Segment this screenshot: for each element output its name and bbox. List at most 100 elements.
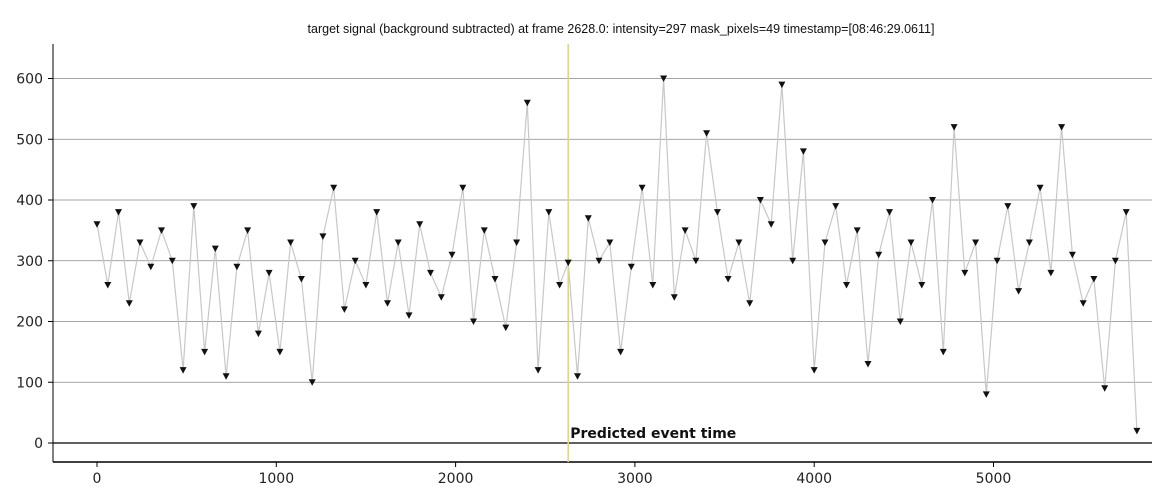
- data-point: [821, 239, 829, 246]
- series-connector: [96, 78, 1138, 431]
- data-point: [394, 239, 402, 246]
- data-point: [190, 203, 198, 210]
- data-point: [961, 269, 969, 277]
- data-point: [254, 330, 262, 338]
- y-tick-label: 0: [34, 436, 43, 452]
- data-point: [606, 239, 614, 246]
- data-point: [179, 367, 187, 374]
- y-tick-label: 600: [16, 72, 43, 88]
- x-tick-label: 4000: [796, 471, 832, 487]
- series-line: [96, 78, 1138, 431]
- y-tick-label: 500: [16, 132, 43, 148]
- data-point: [362, 282, 370, 289]
- data-point: [373, 209, 381, 216]
- data-point: [843, 282, 850, 289]
- x-tick-label: 0: [93, 471, 102, 487]
- data-point: [617, 348, 625, 356]
- data-point: [564, 259, 572, 267]
- data-point: [1111, 257, 1119, 265]
- data-point: [681, 227, 689, 234]
- data-point: [907, 239, 915, 246]
- axes: [52, 44, 1152, 463]
- data-point: [939, 348, 947, 356]
- data-point: [1122, 209, 1130, 216]
- data-point: [649, 282, 657, 289]
- data-point: [875, 251, 883, 259]
- data-point: [330, 184, 338, 192]
- y-tick-label: 400: [16, 193, 43, 209]
- data-point: [308, 379, 316, 386]
- data-point: [799, 148, 807, 155]
- data-point: [950, 124, 958, 131]
- data-point: [724, 276, 732, 283]
- data-point: [104, 282, 112, 289]
- data-point: [1025, 239, 1033, 246]
- data-point: [886, 209, 893, 216]
- data-point: [222, 373, 230, 380]
- y-tick-label: 200: [16, 315, 43, 331]
- x-tick-label: 5000: [976, 471, 1012, 487]
- y-tick-label: 100: [16, 375, 43, 391]
- data-point: [523, 99, 531, 107]
- data-point: [1079, 300, 1087, 307]
- data-point: [168, 257, 176, 265]
- data-point: [767, 221, 775, 228]
- data-point: [287, 239, 295, 246]
- data-point: [158, 227, 165, 234]
- data-point: [993, 257, 1001, 265]
- data-point: [448, 251, 456, 259]
- data-point: [351, 257, 359, 265]
- data-point: [1004, 203, 1012, 210]
- tick-labels: 0 100 200 300 400 500 600 0 1000 2000 3000 4000 5000: [16, 72, 1011, 488]
- data-point: [1068, 251, 1076, 259]
- data-point: [427, 269, 434, 277]
- data-point: [1090, 276, 1098, 283]
- data-point: [972, 239, 980, 246]
- data-point: [896, 318, 904, 325]
- data-point: [1101, 385, 1109, 392]
- data-point: [853, 227, 861, 234]
- data-point: [692, 257, 700, 265]
- data-point: [405, 312, 413, 319]
- data-point: [735, 239, 743, 246]
- x-tick-label: 1000: [258, 471, 294, 487]
- data-point: [638, 184, 646, 192]
- data-point: [233, 263, 241, 271]
- data-point: [416, 221, 424, 228]
- data-point: [918, 282, 926, 289]
- data-point: [437, 294, 445, 301]
- data-point: [211, 245, 219, 253]
- data-point: [670, 294, 678, 301]
- data-point: [502, 324, 510, 332]
- data-point: [480, 227, 488, 234]
- data-point: [556, 282, 564, 289]
- event-label: Predicted event time: [570, 426, 736, 442]
- data-point: [789, 257, 797, 265]
- data-point: [534, 367, 542, 374]
- y-tick-label: 300: [16, 254, 43, 270]
- data-point: [703, 130, 711, 137]
- data-point: [1036, 184, 1044, 192]
- data-point: [384, 300, 391, 307]
- data-point: [810, 367, 818, 374]
- x-tick-label: 3000: [617, 471, 653, 487]
- data-point: [340, 306, 348, 313]
- data-point: [136, 239, 144, 246]
- data-point: [1133, 427, 1141, 435]
- data-point: [929, 197, 936, 204]
- data-point: [864, 361, 872, 368]
- data-point: [584, 215, 592, 222]
- chart-title: target signal (background subtracted) at…: [307, 22, 935, 36]
- data-point: [1058, 124, 1066, 131]
- data-point: [297, 276, 305, 283]
- data-point: [595, 257, 603, 265]
- data-point: [574, 373, 581, 380]
- data-point: [982, 391, 990, 398]
- data-point: [459, 184, 467, 192]
- data-point: [265, 269, 273, 277]
- data-point: [147, 263, 155, 271]
- data-point: [713, 209, 721, 216]
- data-point: [244, 227, 252, 234]
- data-point: [1047, 269, 1055, 277]
